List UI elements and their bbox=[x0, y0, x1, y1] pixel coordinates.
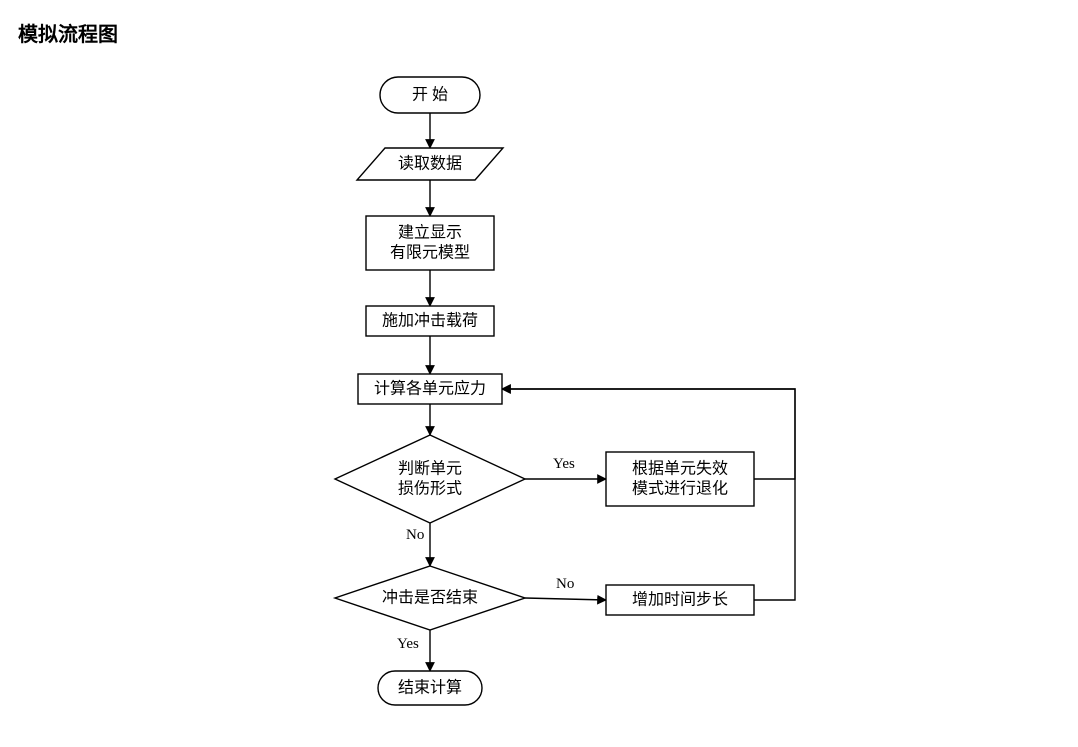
edge-label-damage-degrade: Yes bbox=[553, 456, 575, 472]
node-start-label-0: 开 始 bbox=[412, 86, 448, 104]
node-damage-label-1: 损伤形式 bbox=[398, 480, 462, 498]
node-damage-label-0: 判断单元 bbox=[398, 460, 462, 478]
flowchart-canvas: No Yes Yes No 开 始读取数据建立显示有限元模型施加冲击载荷计算各单元应力判… bbox=[0, 0, 1078, 747]
node-incr-label-0: 增加时间步长 bbox=[632, 591, 728, 609]
node-end-label-0: 结束计算 bbox=[398, 678, 462, 697]
node-load-label-0: 施加冲击载荷 bbox=[382, 312, 478, 330]
edge-label-impact-end: Yes bbox=[397, 636, 419, 652]
node-impact-label-0: 冲击是否结束 bbox=[382, 589, 478, 607]
node-model-label-0: 建立显示 bbox=[398, 224, 462, 242]
edge-impact-incr bbox=[525, 598, 606, 600]
node-model-label-1: 有限元模型 bbox=[390, 244, 470, 262]
node-degrade-label-1: 模式进行退化 bbox=[632, 480, 728, 498]
node-damage bbox=[335, 435, 525, 523]
edge-label-damage-impact: No bbox=[406, 527, 424, 543]
page-title: 模拟流程图 bbox=[18, 18, 118, 47]
edge-label-impact-incr: No bbox=[556, 576, 574, 592]
node-read-label-0: 读取数据 bbox=[398, 155, 462, 173]
node-degrade-label-0: 根据单元失效 bbox=[632, 460, 728, 478]
node-stress-label-0: 计算各单元应力 bbox=[374, 379, 486, 398]
